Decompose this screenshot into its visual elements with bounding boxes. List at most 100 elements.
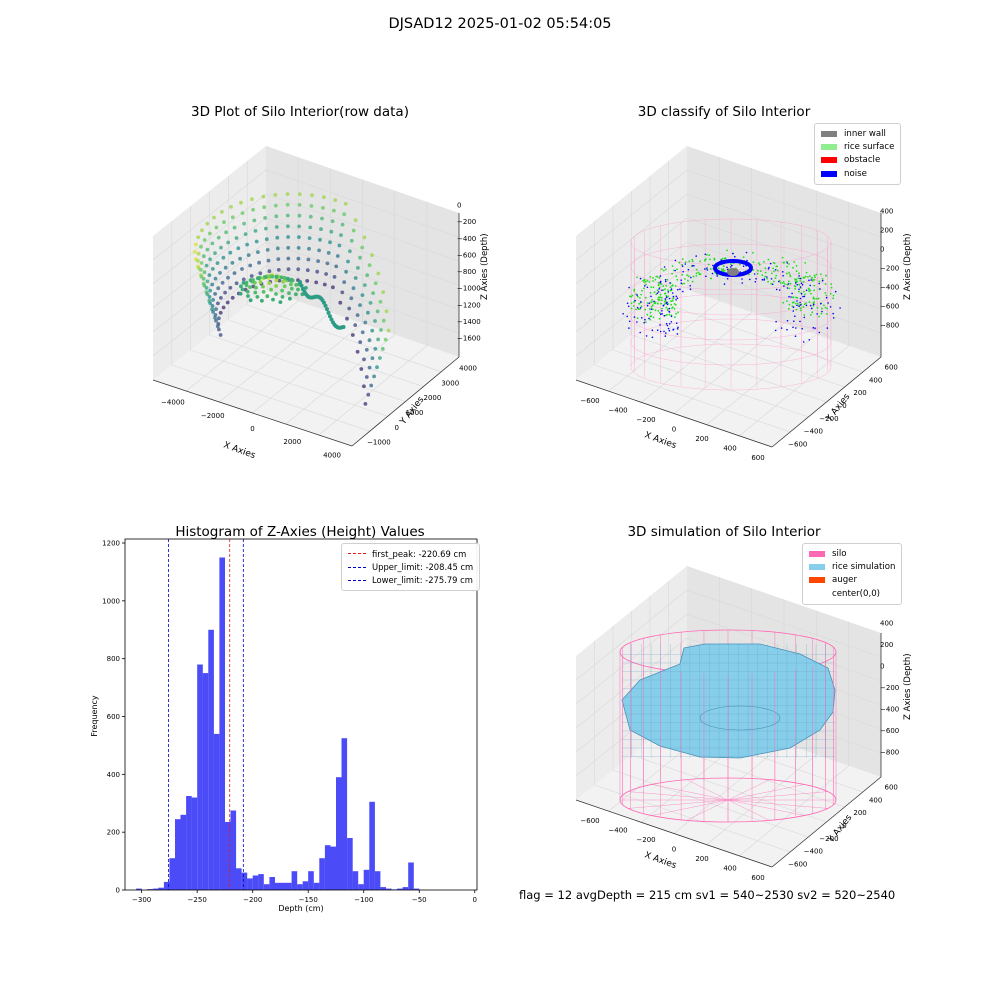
data-point (248, 278, 253, 283)
noise-point (672, 328, 675, 331)
tick-label: 600 (885, 783, 898, 791)
noise-point (675, 295, 678, 298)
rice-surface-point (649, 311, 652, 314)
noise-point (648, 317, 650, 320)
histogram-bar (347, 838, 353, 890)
rice-surface-point (657, 284, 660, 287)
rice-surface-point (782, 281, 785, 283)
rice-surface-point (798, 283, 801, 286)
rice-surface-point (637, 308, 640, 310)
data-point (298, 280, 302, 284)
data-point (261, 290, 266, 294)
rice-surface-point (653, 291, 656, 293)
rice-surface-point (673, 303, 676, 305)
data-point (318, 237, 322, 242)
data-point (367, 365, 372, 370)
rice-surface-point (633, 301, 635, 303)
rice-surface-point (710, 277, 712, 280)
panel1-title: 3D Plot of Silo Interior(row data) (191, 104, 409, 120)
data-point (253, 290, 258, 295)
data-point (254, 285, 258, 290)
data-point (232, 271, 237, 275)
data-point (294, 292, 298, 297)
data-point (202, 238, 207, 242)
data-point (335, 254, 340, 258)
rice-surface-point (805, 302, 807, 305)
noise-point (650, 295, 652, 298)
rice-surface-point (663, 303, 666, 306)
noise-point (676, 297, 679, 300)
rice-surface-point (656, 302, 659, 305)
data-point (325, 261, 330, 266)
data-point (383, 337, 388, 342)
data-point (241, 277, 246, 282)
data-point (205, 292, 210, 297)
data-point (236, 246, 241, 251)
noise-point (711, 272, 714, 275)
tick-label: 400 (107, 771, 120, 779)
noise-point (796, 284, 798, 286)
data-point (213, 251, 217, 256)
noise-point (668, 307, 671, 310)
noise-point (832, 317, 835, 319)
rice-surface-point (773, 262, 776, 265)
noise-point (664, 298, 667, 300)
data-point (362, 357, 366, 362)
rice-surface-point (650, 305, 653, 308)
noise-point (788, 295, 790, 298)
data-point (211, 310, 216, 314)
rice-surface-point (757, 269, 759, 272)
rice-surface-point (759, 270, 762, 273)
noise-point (825, 296, 828, 299)
data-point (296, 287, 300, 292)
rice-surface-point (688, 260, 691, 263)
noise-point (706, 269, 709, 271)
legend-item-rice-surface: rice surface (821, 140, 894, 153)
noise-point (666, 324, 669, 327)
rice-surface-point (722, 268, 725, 270)
rice-surface-point (651, 304, 654, 307)
noise-point (668, 329, 671, 332)
data-point (264, 226, 268, 231)
noise-point (680, 282, 683, 285)
noise-point (800, 282, 803, 285)
noise-point (803, 316, 806, 319)
data-point (264, 237, 269, 242)
rice-surface-point (729, 263, 732, 265)
rice-surface-point (812, 296, 815, 299)
data-point (378, 356, 382, 360)
data-point (289, 286, 294, 291)
histogram-bar (263, 884, 270, 890)
rice-surface-point (794, 285, 797, 288)
rice-surface-point (804, 262, 807, 264)
rice-surface-point (795, 308, 798, 311)
data-point (254, 239, 259, 244)
tick-label: −300 (132, 896, 151, 904)
histogram-bar (241, 872, 248, 890)
rice-surface-point (678, 261, 681, 264)
rice-surface-point (649, 318, 651, 321)
noise-point (732, 252, 734, 255)
noise-point (810, 279, 812, 281)
rice-surface-point (659, 296, 661, 299)
rice-surface-point (802, 280, 805, 283)
rice-surface-point (781, 256, 784, 259)
histogram-bar (324, 845, 331, 890)
noise-point (742, 265, 745, 268)
data-point (332, 208, 336, 213)
data-point (271, 297, 275, 302)
rice-surface-point (821, 278, 824, 280)
tick-label: 200 (853, 809, 866, 817)
rice-surface-point (687, 279, 689, 282)
data-point (242, 221, 247, 226)
grid-line (247, 304, 442, 373)
noise-point (691, 264, 694, 267)
rice-surface-point (632, 305, 635, 307)
noise-point (767, 268, 770, 270)
data-point (282, 275, 287, 280)
silo-floor-spoke (727, 799, 805, 816)
silo-floor-spoke (651, 799, 729, 816)
data-point (337, 243, 342, 248)
data-point (217, 327, 221, 332)
rice-surface-mesh (621, 643, 836, 759)
